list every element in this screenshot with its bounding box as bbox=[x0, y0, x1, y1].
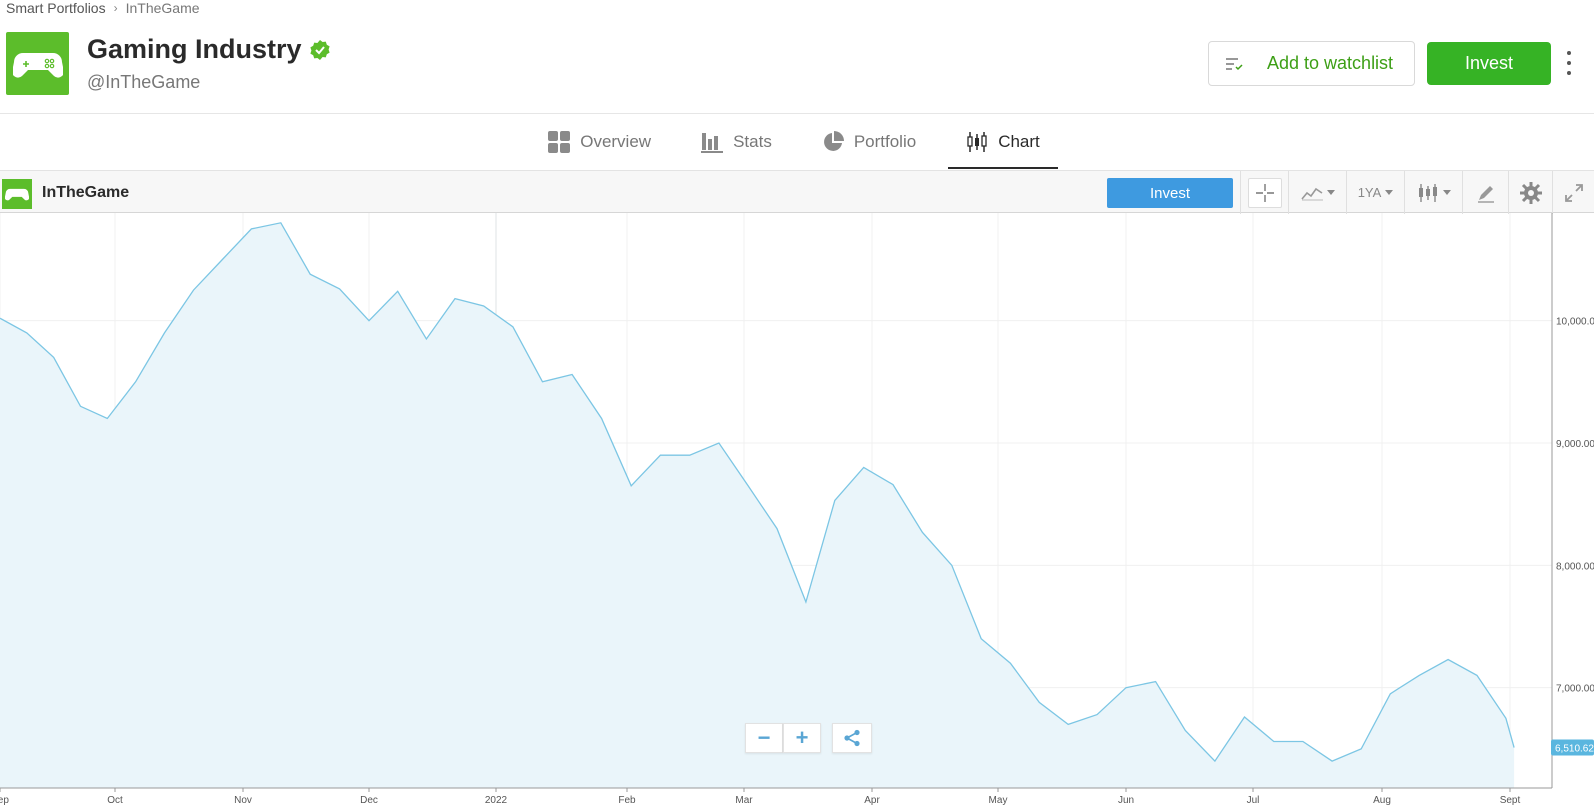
tab-stats[interactable]: Stats bbox=[683, 115, 790, 169]
chevron-down-icon bbox=[1326, 190, 1335, 195]
gear-icon bbox=[1519, 181, 1542, 204]
pencil-icon bbox=[1477, 185, 1494, 203]
zoom-out-button[interactable]: − bbox=[745, 723, 783, 753]
x-tick-label: Feb bbox=[618, 795, 636, 806]
x-tick-label: Aug bbox=[1373, 795, 1391, 806]
page-title: Gaming Industry bbox=[87, 34, 330, 65]
chart-svg: 10,000.00 9,000.00 8,000.00 7,000.00 Sep Oct N… bbox=[0, 213, 1594, 806]
watchlist-icon bbox=[1226, 57, 1243, 70]
period-dropdown[interactable]: 1YA bbox=[1346, 171, 1404, 214]
y-tick-label: 8,000.00 bbox=[1556, 561, 1594, 572]
y-tick-label: 10,000.00 bbox=[1556, 317, 1594, 328]
chevron-down-icon bbox=[1385, 190, 1394, 195]
tab-label: Portfolio bbox=[853, 132, 917, 151]
period-label: 1YA bbox=[1357, 185, 1382, 200]
instrument-name: InTheGame bbox=[42, 184, 130, 201]
tab-label: Chart bbox=[998, 132, 1040, 151]
chevron-down-icon bbox=[1442, 190, 1451, 195]
chart-invest-button[interactable]: Invest bbox=[1107, 178, 1233, 208]
crosshair-tool[interactable] bbox=[1240, 171, 1288, 214]
tab-portfolio[interactable]: Portfolio bbox=[804, 115, 934, 169]
pie-chart-icon bbox=[823, 131, 844, 151]
x-tick-label: Oct bbox=[107, 795, 123, 806]
gamepad-icon bbox=[12, 52, 63, 78]
indicators-dropdown[interactable] bbox=[1404, 171, 1462, 214]
watchlist-label: Add to watchlist bbox=[1267, 53, 1394, 73]
fullscreen-toggle[interactable] bbox=[1552, 171, 1594, 214]
x-tick-label: Nov bbox=[234, 795, 252, 806]
expand-icon bbox=[1564, 183, 1583, 202]
tab-overview[interactable]: Overview bbox=[530, 115, 669, 169]
x-tick-label: Mar bbox=[735, 795, 753, 806]
last-value-badge bbox=[1551, 739, 1594, 756]
line-chart-icon bbox=[1300, 187, 1323, 200]
y-tick-label: 9,000.00 bbox=[1556, 439, 1594, 450]
zoom-in-button[interactable]: + bbox=[783, 723, 821, 753]
x-tick-label: Sept bbox=[1500, 795, 1521, 806]
tab-chart[interactable]: Chart bbox=[948, 115, 1058, 169]
chart-type-dropdown[interactable] bbox=[1288, 171, 1346, 214]
crosshair-icon bbox=[1255, 183, 1274, 202]
portfolio-handle: @InTheGame bbox=[87, 72, 201, 92]
y-tick-label: 7,000.00 bbox=[1556, 684, 1594, 695]
more-options-icon[interactable] bbox=[1562, 51, 1576, 75]
candlestick-icon bbox=[1418, 183, 1437, 202]
x-tick-label: Jun bbox=[1118, 795, 1134, 806]
chart-toolbar: InTheGame Invest 1YA bbox=[0, 170, 1594, 214]
x-tick-label: May bbox=[989, 795, 1008, 806]
tab-bar: Overview Stats Portfolio Chart bbox=[0, 115, 1594, 169]
series-area bbox=[0, 222, 1515, 789]
series-line bbox=[0, 222, 1515, 763]
last-value-label: 6,510.62 bbox=[1555, 744, 1594, 755]
x-tick-label: Sep bbox=[0, 795, 9, 806]
portfolio-header: Gaming Industry @InTheGame Add to watchl… bbox=[0, 30, 1594, 114]
avatar bbox=[6, 32, 69, 95]
breadcrumb-current: InTheGame bbox=[125, 0, 200, 16]
invest-button[interactable]: Invest bbox=[1427, 42, 1551, 85]
bar-chart-icon bbox=[701, 133, 724, 153]
tab-label: Stats bbox=[733, 132, 772, 151]
x-tick-label: Jul bbox=[1247, 795, 1260, 806]
verified-badge-icon bbox=[309, 39, 330, 60]
x-tick-label: 2022 bbox=[485, 795, 508, 806]
tab-label: Overview bbox=[580, 132, 652, 151]
chart-settings[interactable] bbox=[1508, 171, 1552, 214]
x-tick-label: Dec bbox=[360, 795, 378, 806]
add-to-watchlist-button[interactable]: Add to watchlist bbox=[1208, 41, 1415, 86]
breadcrumb-separator: › bbox=[113, 1, 118, 15]
portfolio-title: Gaming Industry bbox=[87, 34, 302, 64]
instrument-avatar bbox=[2, 179, 32, 209]
draw-tool[interactable] bbox=[1462, 171, 1508, 214]
grid-icon bbox=[548, 131, 571, 153]
zoom-controls: − + bbox=[745, 723, 821, 753]
x-tick-label: Apr bbox=[864, 795, 880, 806]
gamepad-icon bbox=[5, 188, 29, 201]
price-chart[interactable]: 10,000.00 9,000.00 8,000.00 7,000.00 Sep Oct N… bbox=[0, 213, 1594, 807]
candlestick-icon bbox=[967, 132, 987, 152]
breadcrumb: Smart Portfolios › InTheGame bbox=[6, 0, 200, 16]
breadcrumb-root-link[interactable]: Smart Portfolios bbox=[6, 0, 106, 16]
share-icon bbox=[844, 729, 860, 747]
share-button[interactable] bbox=[832, 723, 872, 753]
